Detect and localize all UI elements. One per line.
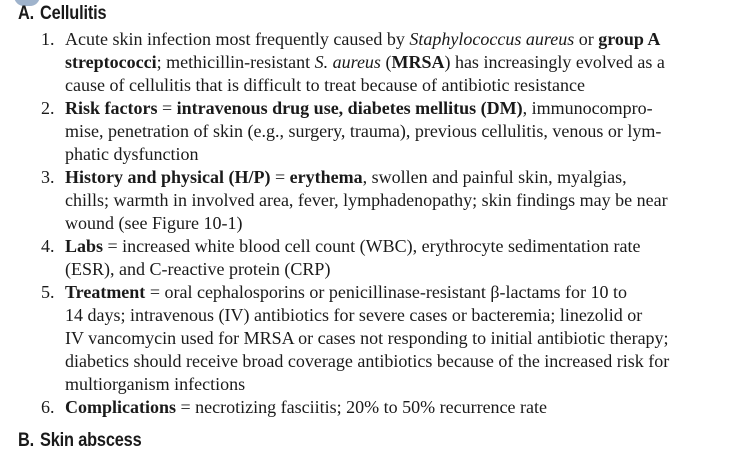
bold-term: Treatment — [65, 282, 146, 302]
text-run: = increased white blood cell count (WBC)… — [103, 236, 641, 256]
page-corner-tab — [14, 0, 40, 6]
list-item-number: 5. — [41, 282, 55, 302]
text-run: or — [574, 29, 599, 49]
bold-term: Risk factors — [65, 98, 158, 118]
text-run: cause of cellulitis that is difficult to… — [65, 75, 585, 95]
list-item-text: phatic dysfunction — [65, 143, 198, 166]
text-run: ; methicillin-resistant — [156, 52, 315, 72]
list-item-text: Treatment = oral cephalosporins or penic… — [65, 281, 627, 304]
list-item-text: cause of cellulitis that is difficult to… — [65, 74, 585, 97]
text-run: = oral cephalosporins or penicillinase-r… — [145, 282, 627, 302]
list-item-text: Acute skin infection most frequently cau… — [65, 28, 660, 51]
text-run: = necrotizing fasciitis; 20% to 50% recu… — [176, 397, 548, 417]
text-run: 14 days; intravenous (IV) antibiotics fo… — [65, 305, 643, 325]
bold-term: streptococci — [65, 52, 157, 72]
bold-term: intravenous drug use, diabetes mellitus … — [176, 98, 523, 118]
text-run: ) has increasingly evolved as a — [444, 52, 665, 72]
text-run: = — [270, 167, 290, 187]
list-item-text: wound (see Figure 10-1) — [65, 212, 242, 235]
list-item-text: 14 days; intravenous (IV) antibiotics fo… — [65, 304, 642, 327]
text-run: IV vancomycin used for MRSA or cases not… — [65, 328, 669, 348]
list-item-text: Complications = necrotizing fasciitis; 2… — [65, 396, 547, 419]
text-run: ( — [380, 52, 392, 72]
list-item-text: (ESR), and C-reactive protein (CRP) — [65, 258, 330, 281]
text-run: multiorganism infections — [65, 374, 246, 394]
text-run: chills; warmth in involved area, fever, … — [65, 190, 668, 210]
section-letter: B. — [18, 430, 35, 451]
bold-term: group A — [598, 29, 661, 49]
list-item-number: 6. — [41, 397, 55, 417]
list-item-text: diabetics should receive broad coverage … — [65, 350, 669, 373]
section-heading-skin-abscess: B. Skin abscess — [18, 430, 142, 452]
text-run: wound (see Figure 10-1) — [65, 213, 243, 233]
text-run: diabetics should receive broad coverage … — [65, 351, 670, 371]
list-item-number: 2. — [41, 98, 55, 118]
list-item-text: IV vancomycin used for MRSA or cases not… — [65, 327, 669, 350]
text-run: mise, penetration of skin (e.g., surgery… — [65, 121, 662, 141]
list-item-text: History and physical (H/P) = erythema, s… — [65, 166, 627, 189]
list-item-text: multiorganism infections — [65, 373, 245, 396]
text-run: phatic dysfunction — [65, 144, 199, 164]
bold-term: erythema — [289, 167, 363, 187]
italic-term: S. aureus — [314, 52, 381, 72]
list-item-number: 4. — [41, 236, 55, 256]
text-run: (ESR), and C-reactive protein (CRP) — [65, 259, 331, 279]
bold-term: MRSA — [391, 52, 445, 72]
section-heading-cellulitis: A. Cellulitis — [18, 3, 107, 25]
text-run: Acute skin infection most frequently cau… — [65, 29, 410, 49]
list-item-text: mise, penetration of skin (e.g., surgery… — [65, 120, 661, 143]
bold-term: Complications — [65, 397, 177, 417]
list-item-text: Labs = increased white blood cell count … — [65, 235, 641, 258]
section-title: Skin abscess — [40, 430, 142, 451]
text-run: = — [157, 98, 177, 118]
list-item-number: 1. — [41, 29, 55, 49]
list-item-text: chills; warmth in involved area, fever, … — [65, 189, 668, 212]
list-item-text: streptococci; methicillin-resistant S. a… — [65, 51, 665, 74]
list-item-text: Risk factors = intravenous drug use, dia… — [65, 97, 653, 120]
italic-term: Staphylococcus aureus — [409, 29, 575, 49]
section-letter: A. — [18, 3, 35, 24]
bold-term: Labs — [65, 236, 104, 256]
text-run: , swollen and painful skin, myalgias, — [362, 167, 627, 187]
section-title: Cellulitis — [40, 3, 107, 24]
list-item-number: 3. — [41, 167, 55, 187]
text-run: , immunocompro- — [522, 98, 653, 118]
bold-term: History and physical (H/P) — [65, 167, 271, 187]
